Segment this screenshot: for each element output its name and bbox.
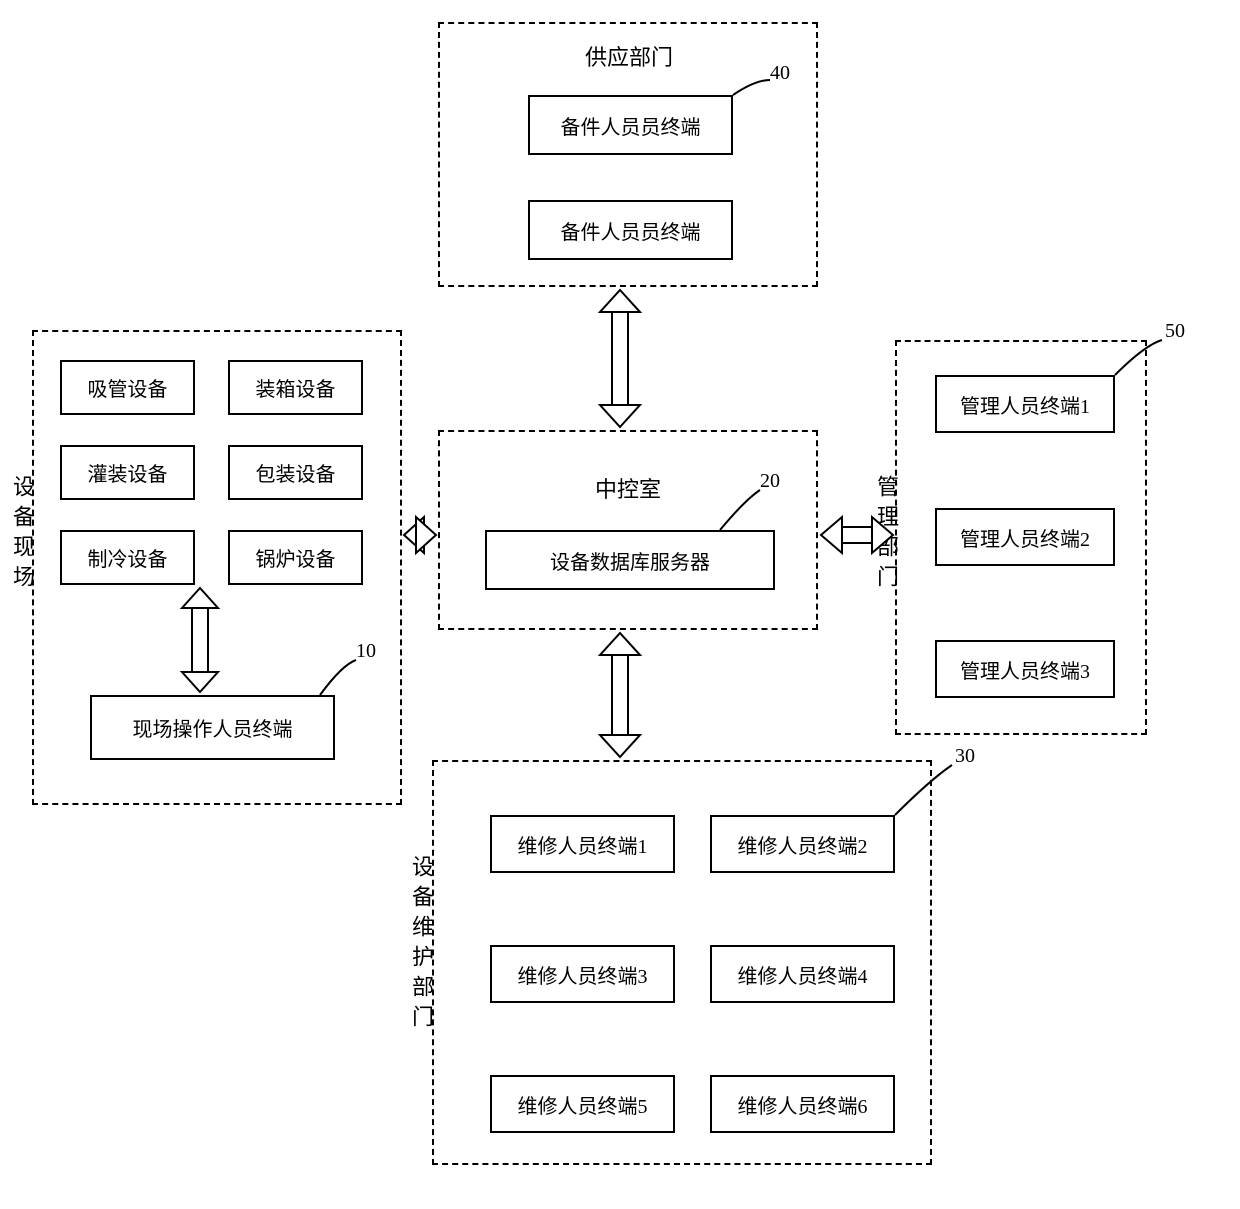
arrow-control-mgmt — [0, 0, 1240, 1209]
